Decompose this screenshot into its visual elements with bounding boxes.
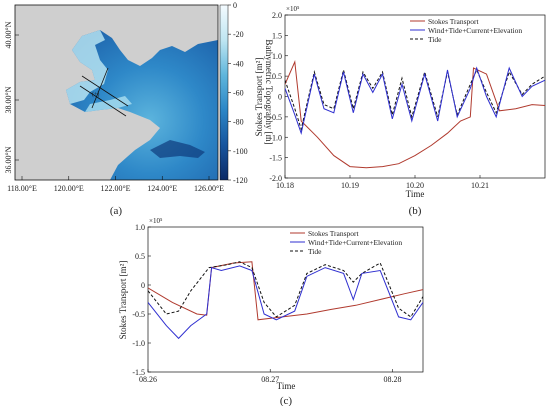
ytick-label: 0.5 — [272, 72, 282, 81]
map-ytick-label: 40.00°N — [4, 21, 13, 48]
colorbar-tick-label: -80 — [233, 118, 244, 127]
panel-c-plot: 1.0 0.5 0 -0.5 -1.0 -1.508.26 08.27 08.28 — [132, 223, 423, 384]
panel-b-chart: 2.0 1.5 1.0 0.5 0 -0.5 -1.0 -1.5 -2.010.18 10.19 1… — [254, 5, 546, 217]
map-xtick-label: 118.00°E — [7, 184, 37, 193]
xtick-label: 08.28 — [383, 375, 401, 384]
map-deep-channel — [150, 140, 205, 158]
ytick-label: 0 — [141, 281, 145, 290]
colorbar — [219, 4, 229, 181]
ytick-label: 0 — [278, 93, 282, 102]
ytick-label: -0.5 — [132, 310, 145, 319]
xtick-label: 08.26 — [139, 375, 157, 384]
colorbar-tick-label: -20 — [233, 30, 244, 39]
colorbar-tick-label: -40 — [233, 59, 244, 68]
map-xtick-label: 126.00°E — [194, 184, 224, 193]
ytick-label: -1.0 — [269, 133, 282, 142]
panel-c-frame — [147, 226, 424, 373]
ytick-label: 1.0 — [135, 223, 145, 232]
ytick-label: -2.0 — [269, 174, 282, 183]
legend-c-stokes: Stokes Transport — [308, 229, 360, 238]
xtick-label: 10.19 — [341, 181, 359, 190]
map-xtick-label: 120.00°E — [54, 184, 84, 193]
panel-c-legend: Stokes Transport Wind+Tide+Current+Eleva… — [290, 229, 402, 256]
map-xtick-label: 122.00°E — [100, 184, 130, 193]
ytick-label: 1.5 — [272, 31, 282, 40]
colorbar-label: Bathymetric Topography [m] — [264, 39, 274, 144]
ytick-label: 0.5 — [135, 252, 145, 261]
colorbar-tick-label: -100 — [233, 147, 248, 156]
panel-b-exponent: ×10⁵ — [286, 5, 300, 13]
xtick-label: 10.18 — [276, 181, 294, 190]
legend-b-combined: Wind+Tide+Current+Elevation — [428, 26, 522, 35]
panel-b-legend: Stokes Transport Wind+Tide+Current+Eleva… — [410, 17, 522, 44]
series-stokes-transport — [285, 59, 545, 169]
panel-b-xlabel: Time — [406, 189, 425, 199]
transect-line-3 — [91, 67, 109, 109]
panel-c-label: (c) — [280, 395, 293, 406]
map-frame — [14, 4, 219, 181]
colorbar-tick-label: -120 — [233, 176, 248, 185]
series-tide — [285, 68, 545, 132]
ytick-label: 1.0 — [272, 52, 282, 61]
panel-c-ylabel: Stokes Transport [m²] — [118, 261, 128, 340]
colorbar-tick-label: -60 — [233, 89, 244, 98]
xtick-label: 10.20 — [406, 181, 424, 190]
ytick-label: -1.5 — [132, 368, 145, 377]
panel-a-map: (+) 118.00°E 120.00°E 122.00°E 124.00°E 126.… — [4, 1, 274, 217]
panel-b-label: (b) — [409, 205, 422, 217]
ytick-label: -1.5 — [269, 154, 282, 163]
ytick-label: -0.5 — [269, 113, 282, 122]
legend-b-stokes: Stokes Transport — [428, 17, 480, 26]
colorbar-ticks: 0 -20 -40 -60 -80 -100 -120 — [228, 1, 248, 185]
series-wind-tide-current-elevation — [285, 66, 545, 136]
map-shallow-coast — [66, 30, 108, 104]
transect-line-1 — [81, 75, 129, 107]
transect-sign-label: (+) — [92, 91, 99, 98]
series-tide — [148, 261, 423, 318]
transect-line-2 — [79, 85, 127, 117]
panel-c-chart: 1.0 0.5 0 -0.5 -1.0 -1.508.26 08.27 08.28 Stoke… — [118, 217, 424, 406]
panel-c-exponent: ×10⁵ — [149, 217, 163, 225]
map-xtick-label: 124.00°E — [147, 184, 177, 193]
legend-b-tide: Tide — [428, 35, 442, 44]
xtick-label: 10.21 — [471, 181, 489, 190]
panel-a-label: (a) — [110, 205, 123, 217]
panel-c-xlabel: Time — [277, 381, 296, 391]
series-stokes-transport — [148, 261, 423, 321]
panel-b-ylabel: Stokes Transport [m²] — [254, 58, 264, 137]
map-ticks: 118.00°E 120.00°E 122.00°E 124.00°E 126.00°E… — [4, 21, 224, 193]
map-shallow-bay — [85, 96, 132, 112]
colorbar-tick-label: 0 — [233, 1, 237, 10]
ytick-label: 2.0 — [272, 11, 282, 20]
ytick-label: -1.0 — [132, 339, 145, 348]
map-ytick-label: 38.00°N — [4, 86, 13, 113]
xtick-label: 08.27 — [261, 375, 279, 384]
panel-b-plot: 2.0 1.5 1.0 0.5 0 -0.5 -1.0 -1.5 -2.010.18 10.19 1… — [269, 11, 545, 190]
legend-c-combined: Wind+Tide+Current+Elevation — [308, 238, 402, 247]
series-wind-tide-current-elevation — [148, 265, 423, 340]
map-ytick-label: 36.00°N — [4, 146, 13, 173]
legend-c-tide: Tide — [308, 247, 322, 256]
